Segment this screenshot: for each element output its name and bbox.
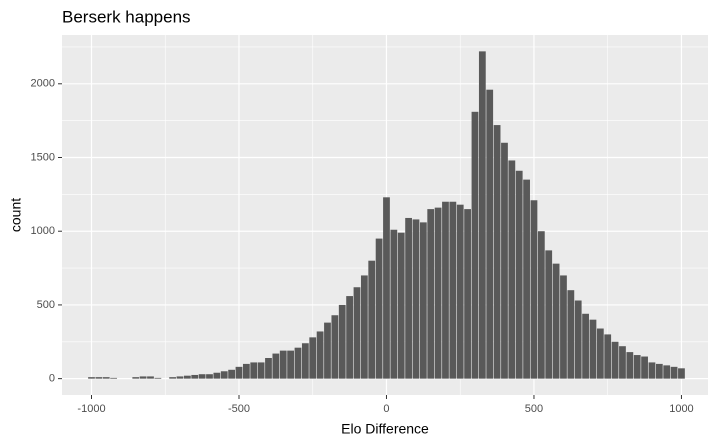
bar: [346, 296, 353, 379]
bar: [486, 89, 494, 379]
bar: [456, 204, 464, 379]
bar: [412, 219, 420, 379]
bar: [442, 201, 449, 379]
bar: [633, 355, 641, 379]
bar: [375, 238, 383, 379]
x-axis-label: Elo Difference: [341, 421, 429, 437]
y-tick-label: 2000: [31, 78, 55, 90]
bar: [641, 356, 648, 379]
bar: [582, 313, 589, 379]
bar: [228, 369, 235, 379]
bar: [353, 287, 361, 379]
bar: [434, 207, 442, 379]
x-tick-label: 1000: [669, 403, 693, 415]
bar: [574, 300, 582, 379]
bar: [110, 377, 118, 379]
bar: [169, 377, 177, 379]
bar: [626, 352, 634, 379]
bar: [198, 374, 206, 379]
bar: [493, 125, 501, 379]
bar: [257, 362, 265, 379]
bar: [301, 343, 309, 379]
x-tick-label: -500: [228, 403, 250, 415]
bar: [139, 376, 147, 379]
bar: [501, 142, 508, 379]
bar: [102, 377, 110, 379]
x-tick-label: 0: [383, 403, 389, 415]
bar: [331, 315, 339, 379]
bar: [147, 376, 154, 379]
chart-title: Berserk happens: [62, 7, 191, 26]
bar: [132, 377, 140, 379]
bar: [191, 374, 199, 379]
x-tick-label: -1000: [77, 403, 105, 415]
bar: [324, 322, 331, 379]
bar: [611, 341, 619, 379]
bar: [360, 275, 368, 379]
bar: [154, 377, 162, 379]
bar: [663, 365, 671, 379]
bar: [427, 209, 435, 379]
bar: [515, 170, 523, 379]
bar: [235, 366, 243, 379]
bar: [368, 260, 376, 379]
bar: [567, 290, 575, 379]
bar: [449, 201, 457, 379]
bar: [294, 347, 302, 379]
bar: [670, 366, 678, 379]
y-tick-label: 0: [49, 373, 55, 385]
bar: [560, 275, 567, 379]
bar: [338, 304, 346, 379]
bar: [88, 377, 95, 379]
bar: [419, 222, 427, 379]
bar: [176, 376, 184, 379]
bar: [250, 362, 258, 379]
bar: [648, 362, 656, 379]
y-tick-label: 500: [37, 299, 55, 311]
bar: [272, 353, 280, 379]
bar: [604, 334, 612, 379]
bar: [183, 375, 191, 379]
bar: [545, 250, 553, 379]
y-tick-label: 1500: [31, 151, 55, 163]
bar: [478, 51, 486, 379]
bar: [464, 209, 471, 379]
y-axis-label: count: [8, 198, 24, 232]
bar: [397, 232, 405, 379]
bar: [530, 200, 538, 379]
bar: [95, 377, 103, 379]
bar: [552, 263, 560, 379]
bar: [287, 350, 294, 379]
bar: [279, 350, 287, 379]
bar: [619, 346, 626, 379]
bar: [596, 328, 604, 379]
bar: [523, 179, 530, 379]
bar: [678, 368, 685, 379]
bar: [390, 229, 398, 379]
bar: [265, 357, 272, 379]
bar: [213, 372, 221, 379]
bar: [309, 337, 317, 379]
bar: [242, 363, 250, 379]
x-tick-label: 500: [525, 403, 543, 415]
bar: [316, 331, 324, 379]
y-tick-label: 1000: [31, 225, 55, 237]
bar: [383, 197, 390, 379]
bar: [589, 319, 597, 379]
bar: [206, 374, 213, 379]
bar: [471, 111, 479, 379]
bar: [537, 231, 545, 379]
bar: [220, 371, 228, 379]
bar: [655, 363, 663, 379]
bar: [508, 160, 516, 379]
bar: [405, 217, 412, 379]
